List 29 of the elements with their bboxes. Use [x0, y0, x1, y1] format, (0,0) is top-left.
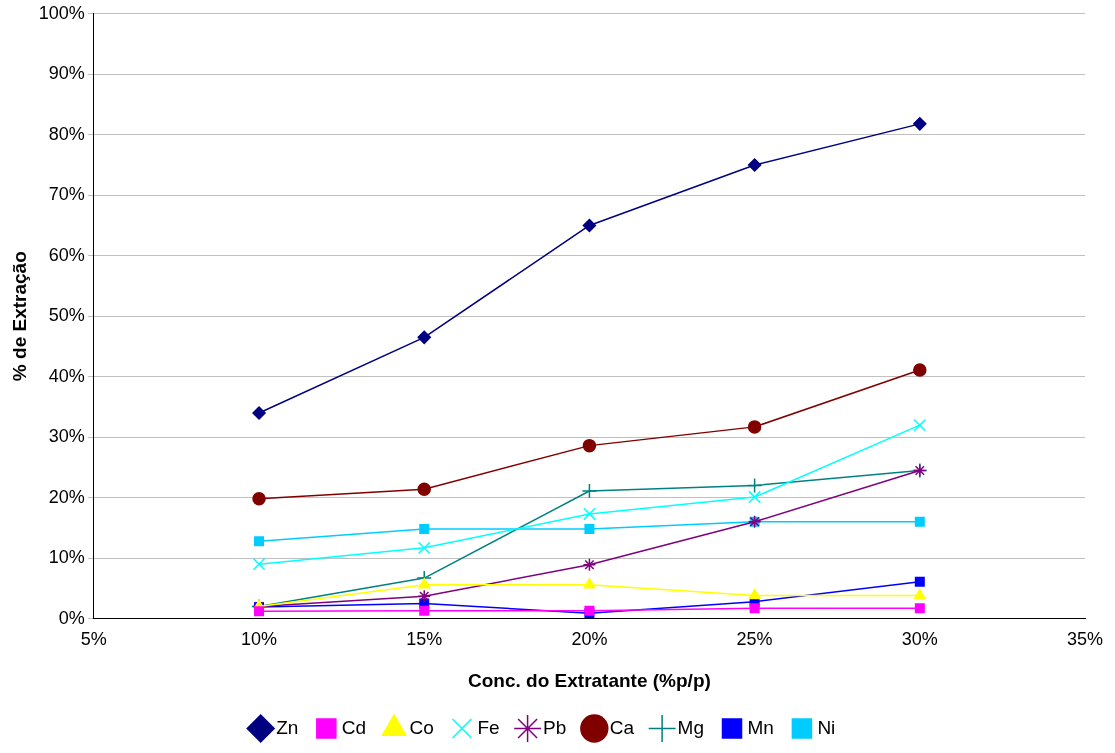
- legend-label: Zn: [276, 716, 299, 738]
- legend-label: Fe: [477, 716, 500, 738]
- y-tick-label: 50%: [48, 305, 85, 326]
- y-tick-label: 40%: [48, 365, 85, 386]
- y-tick-label: 30%: [48, 426, 85, 447]
- x-tick-label: 30%: [901, 629, 938, 650]
- y-tick-label: 60%: [48, 244, 85, 265]
- legend-label: Cd: [341, 716, 367, 738]
- x-tick-label: 25%: [736, 629, 773, 650]
- legend-label: Mg: [677, 716, 705, 738]
- y-axis-title: % de Extração: [8, 251, 30, 382]
- y-tick-label: 10%: [48, 547, 85, 568]
- legend-label: Ni: [817, 716, 836, 738]
- x-tick-label: 35%: [1066, 629, 1104, 650]
- legend-label: Mn: [747, 716, 774, 738]
- x-tick-label: 10%: [241, 629, 278, 650]
- y-tick-label: 0%: [58, 607, 85, 628]
- y-tick-label: 90%: [48, 63, 85, 84]
- y-tick-label: 20%: [48, 486, 85, 507]
- legend-label: Pb: [543, 716, 567, 738]
- legend-label: Co: [409, 716, 434, 738]
- y-tick-label: 80%: [48, 123, 85, 144]
- x-tick-label: 5%: [80, 629, 107, 650]
- x-axis-title: Conc. do Extratante (%p/p): [468, 669, 711, 691]
- legend-label: Ca: [609, 716, 635, 738]
- y-tick-label: 70%: [48, 184, 85, 205]
- y-tick-label: 100%: [38, 2, 85, 23]
- x-tick-label: 20%: [571, 629, 608, 650]
- x-tick-label: 15%: [406, 629, 443, 650]
